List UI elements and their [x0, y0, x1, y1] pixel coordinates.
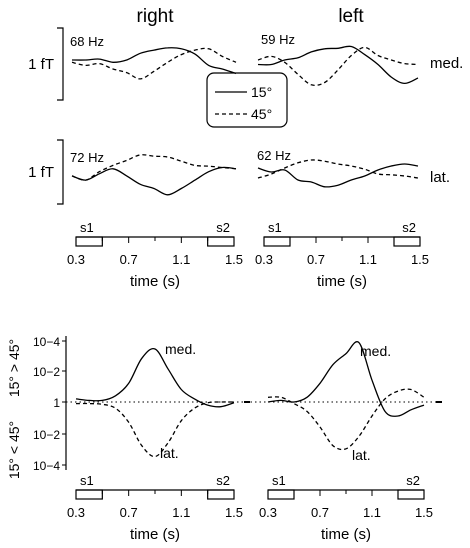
curves-layer — [71, 45, 425, 458]
scale-label-top: 1 fT — [28, 56, 54, 73]
y-tick-label-1e-2-down: 10−2 — [33, 428, 60, 442]
series-label-right-lat: lat. — [160, 445, 179, 461]
time-axis-label-bottom-right: time (s) — [130, 526, 180, 543]
stimulus-label-s2-top-right: s2 — [216, 220, 230, 235]
row-label-medial: med. — [430, 55, 463, 72]
series-line-right-significance-dashed — [75, 401, 235, 458]
legend: 15° 45° — [206, 72, 288, 128]
stimulus-label-s2-bottom-right: s2 — [216, 473, 230, 488]
legend-box — [206, 72, 288, 128]
time-tick-label-bottom-left-3: 1.5 — [415, 505, 433, 520]
scale-bracket-top — [57, 27, 64, 101]
series-line-left-lateral-solid — [257, 163, 419, 188]
stimulus-box-s2-bottom-right — [207, 489, 235, 500]
stimulus-label-s1-top-right: s1 — [80, 220, 94, 235]
stimulus-label-s1-top-left: s1 — [268, 220, 282, 235]
ylabel-lower: 15° < 45° — [6, 421, 22, 479]
time-tick-label-top-left-1: 0.7 — [307, 252, 325, 267]
stimulus-label-s2-top-left: s2 — [402, 220, 416, 235]
series-line-right-medial-dashed — [71, 47, 237, 80]
legend-entry-15: 15° — [251, 84, 272, 100]
time-tick-label-top-right-3: 1.5 — [225, 252, 243, 267]
series-line-left-medial-solid — [257, 45, 419, 85]
stimulus-box-s1-top-right — [75, 236, 103, 247]
legend-entry-45: 45° — [251, 106, 272, 122]
series-label-left-lat: lat. — [352, 447, 371, 463]
y-tick-label-1: 1 — [53, 396, 60, 410]
column-header-right: right — [137, 6, 175, 27]
stimulus-box-s1-top-left — [263, 236, 291, 247]
stimulus-box-s1-bottom-right — [75, 489, 103, 500]
time-axis-label-bottom-left: time (s) — [321, 526, 371, 543]
stimulus-label-s2-bottom-left: s2 — [406, 473, 420, 488]
stimulus-box-s1-bottom-left — [267, 489, 295, 500]
time-axis-label-top-left: time (s) — [317, 273, 367, 290]
series-label-left-med: med. — [360, 343, 391, 359]
series-line-left-significance-solid — [267, 341, 425, 417]
stimulus-box-s2-top-right — [207, 236, 235, 247]
ylabel-upper: 15° > 45° — [6, 339, 22, 397]
scale-bracket-bottom — [57, 139, 64, 205]
time-tick-label-bottom-left-0: 0.3 — [259, 505, 277, 520]
series-line-right-medial-solid — [71, 47, 237, 75]
time-tick-label-bottom-left-2: 1.1 — [363, 505, 381, 520]
stimulus-label-s1-bottom-left: s1 — [272, 473, 286, 488]
freq-label-left-medial: 59 Hz — [261, 32, 295, 47]
stimulus-box-s2-top-left — [393, 236, 421, 247]
y-tick-label-1e-2-up: 10−2 — [33, 365, 60, 379]
series-line-left-medial-dashed — [257, 46, 419, 86]
time-tick-label-bottom-left-1: 0.7 — [311, 505, 329, 520]
time-tick-label-top-right-2: 1.1 — [172, 252, 190, 267]
stimulus-box-s2-bottom-left — [397, 489, 425, 500]
time-tick-label-top-right-1: 0.7 — [120, 252, 138, 267]
freq-label-right-lateral: 72 Hz — [70, 150, 104, 165]
scale-label-bottom: 1 fT — [28, 164, 54, 181]
series-line-right-lateral-solid — [71, 166, 237, 196]
series-label-right-med: med. — [165, 341, 196, 357]
row-label-lateral: lat. — [430, 169, 450, 186]
significance-y-axis: 15° > 45° 15° < 45° 10−4 10−2 1 10−2 10−… — [6, 335, 67, 479]
time-tick-label-top-left-0: 0.3 — [255, 252, 273, 267]
time-tick-label-bottom-right-1: 0.7 — [120, 505, 138, 520]
time-tick-label-bottom-right-0: 0.3 — [67, 505, 85, 520]
series-line-right-lateral-dashed — [71, 154, 237, 181]
time-axis-label-top-right: time (s) — [130, 273, 180, 290]
series-line-left-lateral-dashed — [257, 159, 419, 179]
time-tick-label-top-left-2: 1.1 — [359, 252, 377, 267]
time-tick-label-bottom-right-3: 1.5 — [225, 505, 243, 520]
y-tick-label-1e-4-down: 10−4 — [33, 459, 60, 473]
time-tick-label-top-left-3: 1.5 — [411, 252, 429, 267]
series-line-right-significance-solid — [75, 347, 235, 408]
freq-label-right-medial: 68 Hz — [70, 34, 104, 49]
time-tick-label-top-right-0: 0.3 — [67, 252, 85, 267]
freq-label-left-lateral: 62 Hz — [257, 148, 291, 163]
column-header-left: left — [338, 6, 364, 27]
series-line-left-significance-dashed — [267, 388, 425, 451]
y-tick-label-1e-4-up: 10−4 — [33, 335, 60, 349]
time-tick-label-bottom-right-2: 1.1 — [172, 505, 190, 520]
stimulus-label-s1-bottom-right: s1 — [80, 473, 94, 488]
timebars-layer: s1 s2 0.3 0.7 1.1 1.5 time (s) s1 s2 0.3 0.7 1.1 1.5… — [67, 220, 433, 543]
